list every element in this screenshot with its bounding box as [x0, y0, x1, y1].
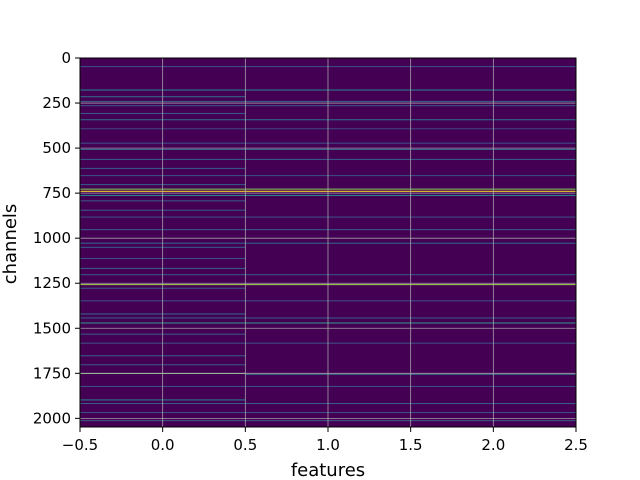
y-tick-label: 750	[42, 184, 71, 202]
y-tick-label: 1750	[33, 364, 71, 382]
x-axis: −0.5 0.0 0.5 1.0 1.5 2.0 2.5	[62, 427, 588, 454]
y-tick-label: 500	[42, 139, 71, 157]
y-tick-label: 1250	[33, 274, 71, 292]
y-axis: 0 250 500 750 1000 1250 1500 1750 2000	[33, 49, 80, 427]
x-tick-label: 2.5	[564, 436, 588, 454]
x-tick-label: −0.5	[62, 436, 98, 454]
x-tick-label: 1.5	[399, 436, 423, 454]
x-tick-label: 1.0	[316, 436, 340, 454]
x-tick-label: 2.0	[481, 436, 505, 454]
y-tick-label: 1500	[33, 319, 71, 337]
y-tick-label: 0	[61, 49, 71, 67]
x-tick-label: 0.0	[151, 436, 175, 454]
x-tick-label: 0.5	[233, 436, 257, 454]
y-axis-label: channels	[0, 204, 21, 285]
y-tick-label: 2000	[33, 409, 71, 427]
x-axis-label: features	[291, 460, 365, 480]
y-tick-label: 250	[42, 94, 71, 112]
y-tick-label: 1000	[33, 229, 71, 247]
plot-area	[79, 57, 577, 428]
